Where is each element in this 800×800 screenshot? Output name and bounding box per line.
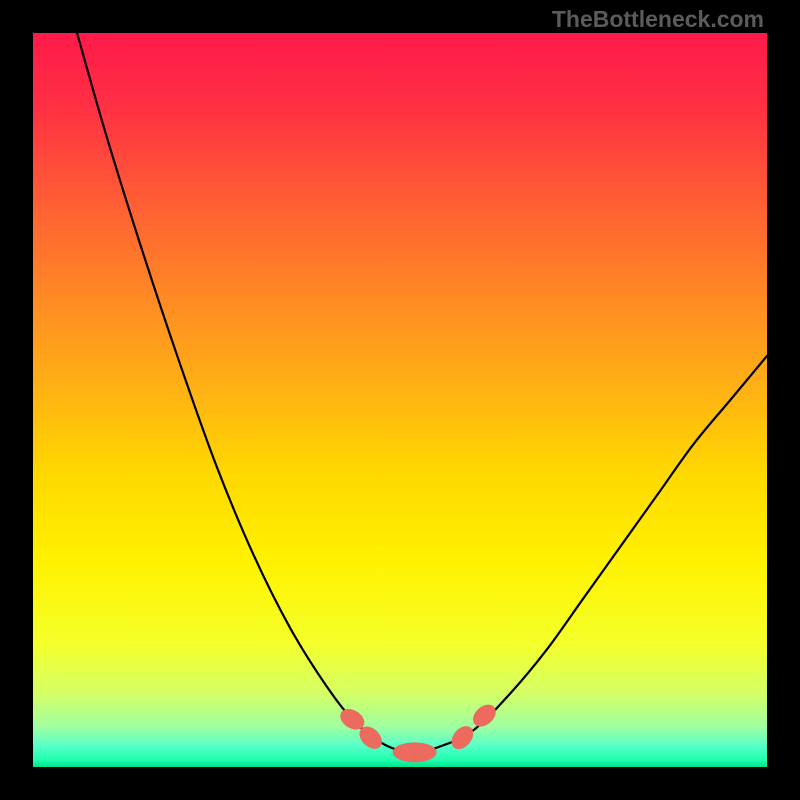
watermark-text: TheBottleneck.com <box>552 6 764 33</box>
chart-frame: TheBottleneck.com <box>0 0 800 800</box>
curve-marker <box>393 742 437 762</box>
bottleneck-curve-chart <box>33 33 767 767</box>
gradient-background <box>33 33 767 767</box>
gradient-plot-area <box>33 33 767 767</box>
